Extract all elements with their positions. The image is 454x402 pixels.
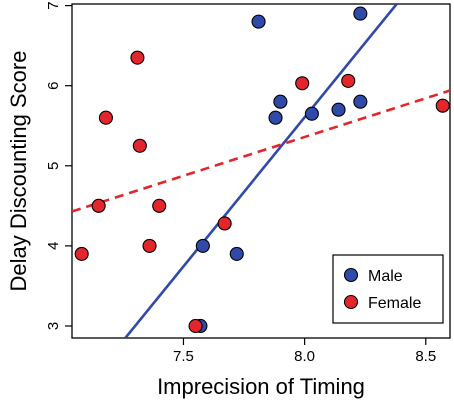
male-point-9 xyxy=(353,94,368,109)
female-point-10 xyxy=(295,76,310,91)
female-point-3 xyxy=(98,110,113,125)
y-axis-ticks: 3 4 5 6 7 xyxy=(45,1,72,330)
male-point-3 xyxy=(229,246,244,261)
x-axis-title: Imprecision of Timing xyxy=(157,374,365,399)
legend-marker-female xyxy=(343,294,359,310)
female-point-9 xyxy=(217,216,232,231)
x-tick-label: 8.5 xyxy=(415,348,436,365)
male-point-2 xyxy=(195,238,210,253)
legend-label-male: Male xyxy=(368,268,403,285)
y-axis-title: Delay Discounting Score xyxy=(6,51,31,292)
legend-marker-male xyxy=(343,267,359,283)
legend: Male Female xyxy=(332,254,444,324)
female-point-4 xyxy=(130,50,145,65)
female-point-2 xyxy=(91,198,106,213)
female-point-5 xyxy=(132,138,147,153)
y-tick-label: 4 xyxy=(45,242,62,250)
x-axis-ticks: 7.5 8.0 8.5 xyxy=(173,338,436,365)
female-point-1 xyxy=(74,246,89,261)
legend-label-female: Female xyxy=(368,295,421,312)
y-tick-label: 3 xyxy=(45,322,62,330)
female-point-11 xyxy=(341,73,356,88)
male-fit-line xyxy=(124,4,398,338)
fit-lines xyxy=(72,4,450,338)
x-tick-label: 7.5 xyxy=(173,348,194,365)
female-fit-line xyxy=(72,89,450,213)
female-point-12 xyxy=(435,98,450,113)
y-tick-label: 7 xyxy=(45,1,62,9)
male-point-4 xyxy=(251,14,266,29)
male-point-6 xyxy=(273,94,288,109)
female-point-6 xyxy=(142,238,157,253)
male-point-10 xyxy=(353,6,368,21)
male-point-7 xyxy=(304,106,319,121)
male-point-8 xyxy=(331,102,346,117)
y-tick-label: 6 xyxy=(45,82,62,90)
female-point-8 xyxy=(188,318,203,334)
male-point-5 xyxy=(268,110,283,125)
y-tick-label: 5 xyxy=(45,162,62,170)
x-tick-label: 8.0 xyxy=(294,348,315,365)
data-points xyxy=(74,6,450,334)
plot-frame xyxy=(71,3,451,339)
legend-box xyxy=(332,254,444,324)
female-point-7 xyxy=(152,198,167,213)
